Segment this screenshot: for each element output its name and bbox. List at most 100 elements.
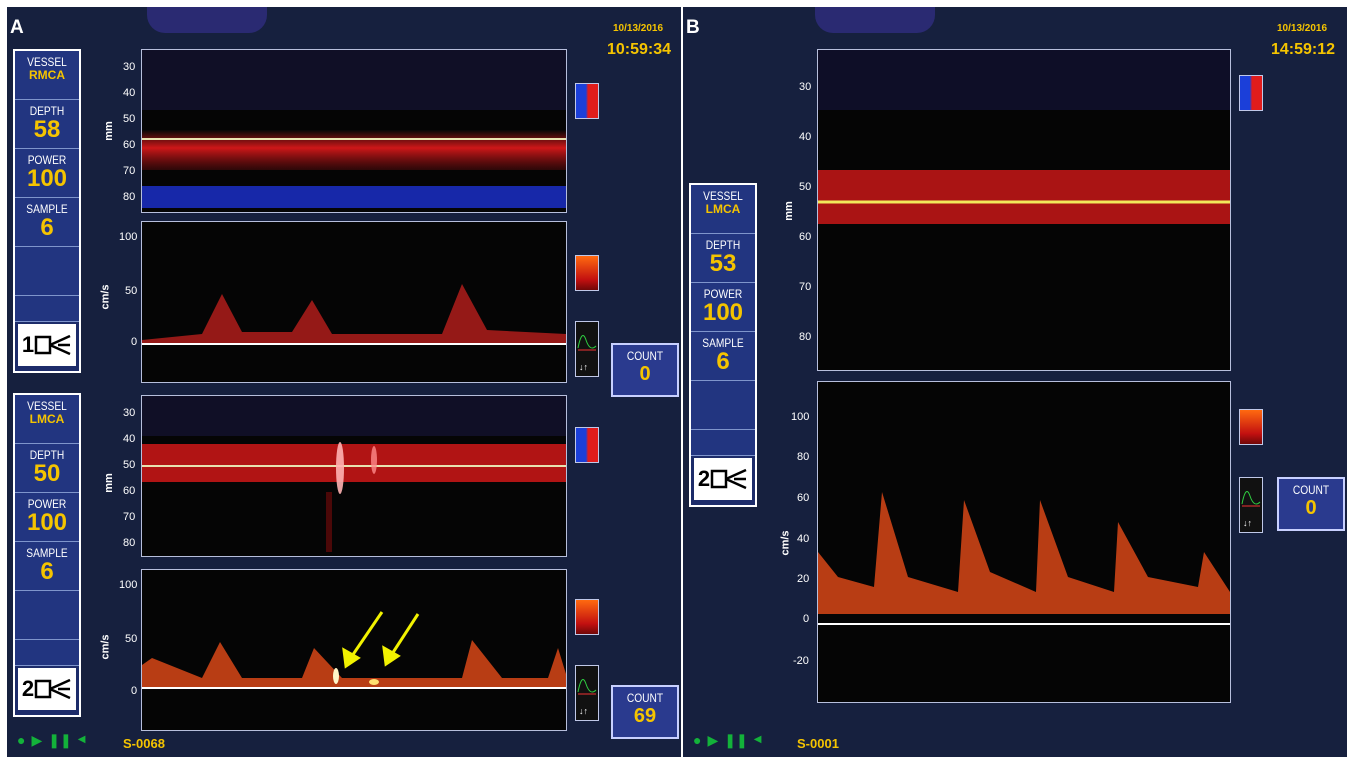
mmode-tick: 80 xyxy=(123,191,136,203)
mmode-unit: mm xyxy=(102,473,115,493)
spectrum-unit: cm/s xyxy=(99,284,112,310)
mmode-tick: 60 xyxy=(123,139,136,151)
panel-b: B 10/13/2016 14:59:12 VESSEL LMCA DEPTH … xyxy=(683,7,1347,757)
pause-icon[interactable]: ❚❚ xyxy=(48,732,72,748)
mmode-tick: 80 xyxy=(123,537,136,549)
bipolar-scale-icon[interactable] xyxy=(575,83,599,119)
bipolar-scale-icon[interactable] xyxy=(575,427,599,463)
vessel-field[interactable]: VESSEL LMCA xyxy=(15,395,79,444)
panel-label: A xyxy=(10,17,24,38)
volume-icon[interactable]: ◀ xyxy=(753,734,762,745)
power-field[interactable]: POWER 100 xyxy=(15,149,79,198)
time-display: 10:59:34 xyxy=(607,41,672,58)
date-display: 10/13/2016 xyxy=(1277,23,1328,34)
power-field[interactable]: POWER 100 xyxy=(691,283,755,332)
probe-channel-icon xyxy=(34,334,71,356)
spectrum-unit: cm/s xyxy=(99,634,112,660)
mmode-tick: 40 xyxy=(799,131,812,143)
spectrum-tick: 50 xyxy=(125,285,138,297)
vessel-field[interactable]: VESSEL LMCA xyxy=(691,185,755,234)
mmode-tick: 70 xyxy=(123,165,136,177)
playback-controls: ● ▶ ❚❚ ◀ xyxy=(693,733,761,747)
sample-id: S-0068 xyxy=(123,736,165,751)
probe-channel-button[interactable]: 2 xyxy=(18,668,76,710)
empty-field xyxy=(15,247,79,296)
mmode-tick: 70 xyxy=(123,511,136,523)
sample-field[interactable]: SAMPLE 6 xyxy=(15,542,79,591)
empty-field xyxy=(15,640,79,666)
sample-field[interactable]: SAMPLE 6 xyxy=(15,198,79,247)
empty-field xyxy=(15,296,79,322)
heat-scale-icon[interactable] xyxy=(575,599,599,635)
mmode-tick: 60 xyxy=(799,231,812,243)
depth-field[interactable]: DEPTH 53 xyxy=(691,234,755,283)
depth-field[interactable]: DEPTH 50 xyxy=(15,444,79,493)
mmode-plot-1[interactable] xyxy=(141,49,567,213)
spectrum-tick: 0 xyxy=(131,336,138,348)
record-icon[interactable]: ● xyxy=(693,732,702,748)
mmode-tick: 40 xyxy=(123,433,136,445)
count-display-2: COUNT 69 xyxy=(611,685,679,739)
probe-channel-icon xyxy=(34,678,71,700)
waveform-icon[interactable]: ↓↑ xyxy=(575,321,599,377)
waveform-icon[interactable]: ↓↑ xyxy=(1239,477,1263,533)
depth-field[interactable]: DEPTH 58 xyxy=(15,100,79,149)
mmode-tick: 50 xyxy=(799,181,812,193)
channel-1-info[interactable]: VESSEL RMCA DEPTH 58 POWER 100 SAMPLE 6 … xyxy=(13,49,81,373)
volume-icon[interactable]: ◀ xyxy=(77,734,86,745)
date-display: 10/13/2016 xyxy=(613,23,664,34)
header-blob xyxy=(147,7,267,33)
spectrum-plot-2[interactable] xyxy=(141,569,567,731)
mmode-unit: mm xyxy=(102,121,115,141)
spectrum-tick: -20 xyxy=(793,655,809,667)
heat-scale-icon[interactable] xyxy=(1239,409,1263,445)
empty-field xyxy=(691,381,755,430)
mmode-plot-2[interactable] xyxy=(141,395,567,557)
svg-text:↓↑: ↓↑ xyxy=(579,362,588,372)
svg-text:↓↑: ↓↑ xyxy=(1243,518,1252,528)
count-display: COUNT 0 xyxy=(1277,477,1345,531)
spectrum-plot[interactable] xyxy=(817,381,1231,703)
mmode-tick: 60 xyxy=(123,485,136,497)
spectrum-tick: 100 xyxy=(791,411,810,423)
mmode-tick: 70 xyxy=(799,281,812,293)
spectrum-tick: 40 xyxy=(797,533,810,545)
mmode-plot[interactable] xyxy=(817,49,1231,371)
waveform-icon[interactable]: ↓↑ xyxy=(575,665,599,721)
probe-channel-button[interactable]: 1 xyxy=(18,324,76,366)
mmode-unit: mm xyxy=(782,201,795,221)
time-display: 14:59:12 xyxy=(1271,41,1336,58)
spectrum-tick: 60 xyxy=(797,492,810,504)
probe-channel-button[interactable]: 2 xyxy=(694,458,752,500)
pause-icon[interactable]: ❚❚ xyxy=(724,732,748,748)
record-icon[interactable]: ● xyxy=(17,732,26,748)
channel-info[interactable]: VESSEL LMCA DEPTH 53 POWER 100 SAMPLE 6 … xyxy=(689,183,757,507)
panel-a: A 10/13/2016 10:59:34 VESSEL RMCA DEPTH … xyxy=(7,7,681,757)
empty-field xyxy=(691,430,755,456)
mmode-tick: 40 xyxy=(123,87,136,99)
play-icon[interactable]: ▶ xyxy=(707,732,719,748)
spectrum-unit: cm/s xyxy=(779,530,792,556)
spectrum-tick: 100 xyxy=(119,579,138,591)
play-icon[interactable]: ▶ xyxy=(31,732,43,748)
annotation-arrow-icon xyxy=(342,611,420,669)
spectrum-tick: 50 xyxy=(125,633,138,645)
vessel-field[interactable]: VESSEL RMCA xyxy=(15,51,79,100)
channel-2-info[interactable]: VESSEL LMCA DEPTH 50 POWER 100 SAMPLE 6 … xyxy=(13,393,81,717)
heat-scale-icon[interactable] xyxy=(575,255,599,291)
power-field[interactable]: POWER 100 xyxy=(15,493,79,542)
spectrum-plot-1[interactable] xyxy=(141,221,567,383)
svg-text:↓↑: ↓↑ xyxy=(579,706,588,716)
mmode-tick: 30 xyxy=(123,61,136,73)
bipolar-scale-icon[interactable] xyxy=(1239,75,1263,111)
mmode-tick: 50 xyxy=(123,459,136,471)
sample-field[interactable]: SAMPLE 6 xyxy=(691,332,755,381)
spectrum-tick: 0 xyxy=(131,685,138,697)
panel-label: B xyxy=(686,17,700,38)
empty-field xyxy=(15,591,79,640)
count-display-1: COUNT 0 xyxy=(611,343,679,397)
header-blob xyxy=(815,7,935,33)
mmode-tick: 80 xyxy=(799,331,812,343)
playback-controls: ● ▶ ❚❚ ◀ xyxy=(17,733,85,747)
mmode-tick: 50 xyxy=(123,113,136,125)
